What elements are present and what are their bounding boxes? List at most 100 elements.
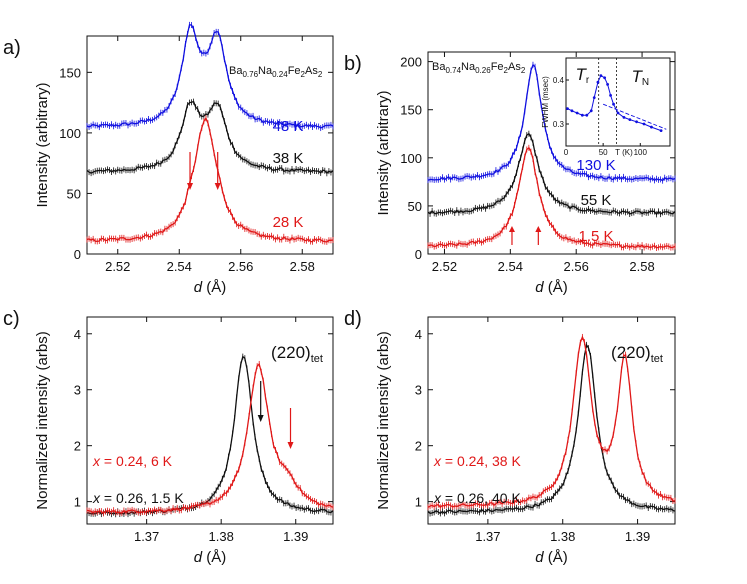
- formula-part: Ba: [432, 61, 446, 73]
- y-tick-label: 200: [400, 55, 422, 70]
- inset-fwhm-point: [585, 113, 589, 117]
- x-axis-label-unit: (Å): [544, 279, 568, 296]
- x-tick-label: 2.52: [105, 259, 130, 274]
- data-series: [86, 360, 334, 517]
- arrow-head: [508, 226, 515, 232]
- formula-part: Fe: [491, 61, 504, 73]
- formula-part: Na: [461, 61, 476, 73]
- transition-symbol: T: [575, 65, 587, 84]
- transition-label-tr: Tr: [575, 65, 589, 86]
- series-label-rest: = 0.26, 40 K: [441, 490, 521, 506]
- peak-index-subscript: tet: [651, 353, 663, 365]
- inset-fwhm-point: [592, 96, 596, 99]
- plot-frame: [427, 51, 676, 255]
- inset-y-tick-label: 0.3: [553, 120, 565, 129]
- series-label-rest: = 0.24, 38 K: [441, 453, 521, 469]
- y-tick-label: 100: [400, 151, 422, 166]
- inset-frame: [565, 57, 671, 147]
- compound-formula: Ba0.76Na0.24Fe2As2: [229, 65, 323, 79]
- transition-subscript: r: [586, 75, 590, 86]
- inset-fwhm-point: [603, 76, 607, 80]
- y-axis-label: Normalized intensity (arbs): [375, 331, 392, 509]
- y-tick-label: 3: [74, 383, 81, 398]
- series-label-x: x: [92, 453, 101, 469]
- inset-fwhm-point: [589, 109, 593, 113]
- x-axis-label: d (Å): [535, 549, 568, 566]
- data-series: [427, 130, 676, 218]
- inset-fwhm-point: [635, 120, 638, 124]
- formula-part: Na: [258, 65, 273, 77]
- x-axis-label: d (Å): [535, 279, 568, 296]
- data-series: [427, 333, 676, 511]
- series-label: x = 0.24, 38 K: [433, 453, 521, 469]
- inset-fwhm-point: [580, 113, 584, 117]
- inset-x-tick-label: 50: [599, 148, 608, 157]
- inset-fwhm-point: [596, 80, 600, 84]
- plot-frame: [427, 316, 676, 525]
- y-tick-label: 50: [67, 186, 81, 201]
- series-label-x: x: [433, 490, 442, 506]
- inset-fit-line: [602, 103, 667, 130]
- x-axis-label-symbol: d: [535, 279, 544, 296]
- x-axis-label-symbol: d: [194, 279, 203, 296]
- inset-x-tick-label: 100: [634, 148, 648, 157]
- y-tick-label: 2: [74, 439, 81, 454]
- y-tick-label: 1: [415, 495, 422, 510]
- data-series: [86, 98, 334, 177]
- series-label: x = 0.26, 40 K: [433, 490, 521, 506]
- panel-label: d): [344, 308, 362, 330]
- data-series: [427, 341, 676, 517]
- x-tick-label: 2.56: [564, 259, 589, 274]
- x-axis-label-unit: (Å): [202, 279, 226, 296]
- x-tick-label: 1.37: [475, 529, 500, 544]
- y-tick-label: 0: [74, 247, 81, 262]
- arrow-head: [257, 415, 264, 422]
- x-tick-label: 2.58: [290, 259, 315, 274]
- formula-part: As: [305, 65, 318, 77]
- arrow-head: [187, 183, 194, 190]
- x-axis-label: d (Å): [194, 549, 227, 566]
- y-tick-label: 1: [74, 495, 81, 510]
- x-tick-label: 2.58: [629, 259, 654, 274]
- panel-label: c): [3, 308, 20, 330]
- series-label-rest: = 0.26, 1.5 K: [100, 490, 184, 506]
- formula-part: 0.76: [242, 70, 258, 79]
- y-axis-label: Normalized intensity (arbs): [34, 331, 51, 509]
- x-axis-label: d (Å): [194, 279, 227, 296]
- x-tick-label: 1.39: [283, 529, 308, 544]
- inset-fwhm-point: [616, 111, 620, 115]
- y-tick-label: 150: [400, 103, 422, 118]
- inset-fwhm-point: [642, 122, 646, 126]
- y-tick-label: 3: [415, 383, 422, 398]
- inset-x-axis-label: T (K): [615, 148, 633, 157]
- x-tick-label: 2.56: [228, 259, 253, 274]
- formula-part: 0.24: [272, 70, 288, 79]
- inset-fwhm-point: [570, 109, 574, 113]
- inset-fwhm-point: [622, 116, 626, 119]
- transition-subscript: N: [642, 77, 649, 88]
- inset-fwhm-point: [609, 94, 612, 97]
- series-line: [427, 146, 676, 249]
- compound-formula: Ba0.74Na0.26Fe2As2: [432, 61, 526, 75]
- arrow-head: [214, 183, 221, 190]
- series-label: 55 K: [581, 192, 612, 209]
- inset-fwhm-point: [612, 102, 615, 106]
- y-tick-label: 0: [415, 247, 422, 262]
- x-tick-label: 1.37: [134, 529, 159, 544]
- inset-y-axis-label: FWHM (msec): [541, 76, 550, 128]
- peak-index: (220): [611, 343, 651, 362]
- series-label: x = 0.24, 6 K: [92, 453, 173, 469]
- formula-part: Fe: [288, 65, 301, 77]
- x-axis-label-unit: (Å): [544, 549, 568, 566]
- y-tick-label: 2: [415, 439, 422, 454]
- data-series: [427, 61, 676, 184]
- panel-label: b): [344, 53, 362, 75]
- peak-annotation: (220)tet: [611, 343, 663, 365]
- inset-fwhm-point: [659, 129, 663, 133]
- plot-frame: [86, 35, 334, 255]
- y-tick-label: 4: [74, 327, 81, 342]
- formula-part: 2: [318, 70, 323, 79]
- formula-part: As: [508, 61, 521, 73]
- x-tick-label: 1.38: [209, 529, 234, 544]
